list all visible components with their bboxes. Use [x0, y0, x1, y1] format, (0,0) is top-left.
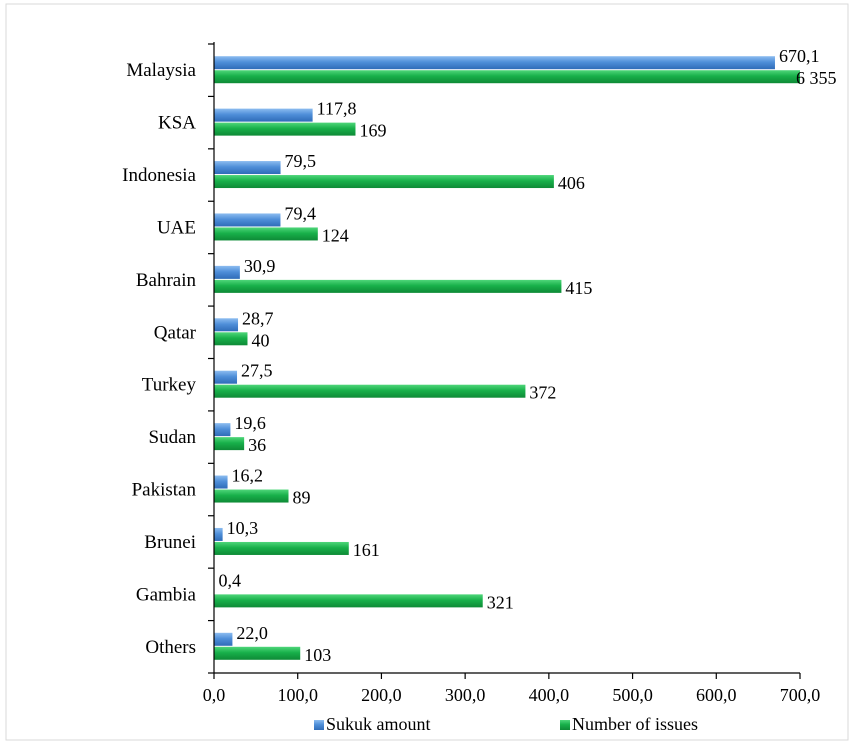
bar-sukuk-amount-ksa	[214, 108, 313, 122]
bar-number-of-issues-brunei	[214, 541, 349, 555]
value-label-sukuk-amount-uae: 79,4	[284, 203, 316, 223]
category-label-ksa: KSA	[158, 113, 196, 134]
value-label-sukuk-amount-others: 22,0	[236, 623, 268, 643]
value-label-sukuk-amount-bahrain: 30,9	[244, 256, 276, 276]
bar-sukuk-amount-qatar	[214, 318, 239, 332]
category-label-bahrain: Bahrain	[136, 270, 197, 291]
category-label-gambia: Gambia	[136, 584, 197, 605]
chart-frame	[5, 3, 849, 741]
value-label-sukuk-amount-indonesia: 79,5	[285, 151, 317, 171]
value-label-number-of-issues-bahrain: 415	[565, 278, 592, 298]
value-label-number-of-issues-malaysia: 6 355	[796, 68, 837, 88]
category-label-uae: UAE	[157, 217, 196, 238]
category-label-indonesia: Indonesia	[122, 165, 196, 186]
category-label-pakistan: Pakistan	[132, 480, 197, 501]
legend-label-number-of-issues: Number of issues	[572, 714, 698, 734]
bar-number-of-issues-qatar	[214, 332, 248, 346]
bar-sukuk-amount-bahrain	[214, 265, 240, 279]
value-label-number-of-issues-uae: 124	[322, 225, 349, 245]
bar-sukuk-amount-pakistan	[214, 475, 228, 489]
value-label-sukuk-amount-brunei: 10,3	[227, 518, 258, 538]
bar-sukuk-amount-brunei	[214, 527, 223, 541]
bar-number-of-issues-indonesia	[214, 175, 554, 189]
category-label-turkey: Turkey	[142, 375, 197, 396]
x-tick-label: 700,0	[780, 685, 821, 705]
x-tick-label: 300,0	[445, 685, 486, 705]
bar-number-of-issues-others	[214, 646, 301, 660]
value-label-number-of-issues-turkey: 372	[529, 383, 556, 403]
value-label-number-of-issues-others: 103	[304, 645, 331, 665]
value-label-number-of-issues-qatar: 40	[251, 330, 269, 350]
value-label-number-of-issues-sudan: 36	[248, 435, 266, 455]
bar-number-of-issues-bahrain	[214, 279, 562, 293]
value-label-sukuk-amount-ksa: 117,8	[317, 99, 357, 119]
bar-sukuk-amount-malaysia	[214, 56, 775, 70]
value-label-number-of-issues-indonesia: 406	[558, 173, 585, 193]
x-tick-label: 500,0	[612, 685, 653, 705]
bar-sukuk-amount-uae	[214, 213, 281, 227]
x-tick-label: 400,0	[529, 685, 570, 705]
bar-sukuk-amount-sudan	[214, 423, 231, 437]
value-label-sukuk-amount-malaysia: 670,1	[779, 46, 820, 66]
bar-number-of-issues-gambia	[214, 594, 483, 608]
bar-number-of-issues-uae	[214, 227, 318, 241]
value-label-sukuk-amount-qatar: 28,7	[242, 308, 274, 328]
category-label-brunei: Brunei	[144, 532, 196, 553]
value-label-sukuk-amount-pakistan: 16,2	[232, 466, 263, 486]
x-tick-label: 200,0	[361, 685, 402, 705]
bar-sukuk-amount-turkey	[214, 370, 238, 384]
value-label-number-of-issues-pakistan: 89	[293, 488, 311, 508]
bar-number-of-issues-pakistan	[214, 489, 289, 503]
x-tick-label: 600,0	[696, 685, 737, 705]
value-label-sukuk-amount-turkey: 27,5	[241, 361, 273, 381]
category-label-others: Others	[145, 637, 196, 658]
bar-number-of-issues-malaysia	[214, 70, 800, 84]
value-label-number-of-issues-ksa: 169	[359, 121, 386, 141]
value-label-sukuk-amount-gambia: 0,4	[219, 570, 242, 590]
bar-number-of-issues-ksa	[214, 122, 356, 136]
value-label-number-of-issues-brunei: 161	[353, 540, 380, 560]
category-label-qatar: Qatar	[154, 322, 197, 343]
bar-number-of-issues-sudan	[214, 437, 245, 451]
value-label-number-of-issues-gambia: 321	[487, 592, 514, 612]
bar-sukuk-amount-indonesia	[214, 161, 281, 175]
value-label-sukuk-amount-sudan: 19,6	[234, 413, 266, 433]
category-label-malaysia: Malaysia	[126, 60, 196, 81]
bar-sukuk-amount-others	[214, 632, 233, 646]
legend-swatch-sukuk-amount	[314, 720, 324, 730]
legend-swatch-number-of-issues	[560, 720, 570, 730]
category-label-sudan: Sudan	[149, 427, 197, 448]
bar-number-of-issues-turkey	[214, 384, 526, 398]
x-tick-label: 100,0	[277, 685, 318, 705]
x-tick-label: 0,0	[203, 685, 226, 705]
legend-label-sukuk-amount: Sukuk amount	[326, 714, 431, 734]
